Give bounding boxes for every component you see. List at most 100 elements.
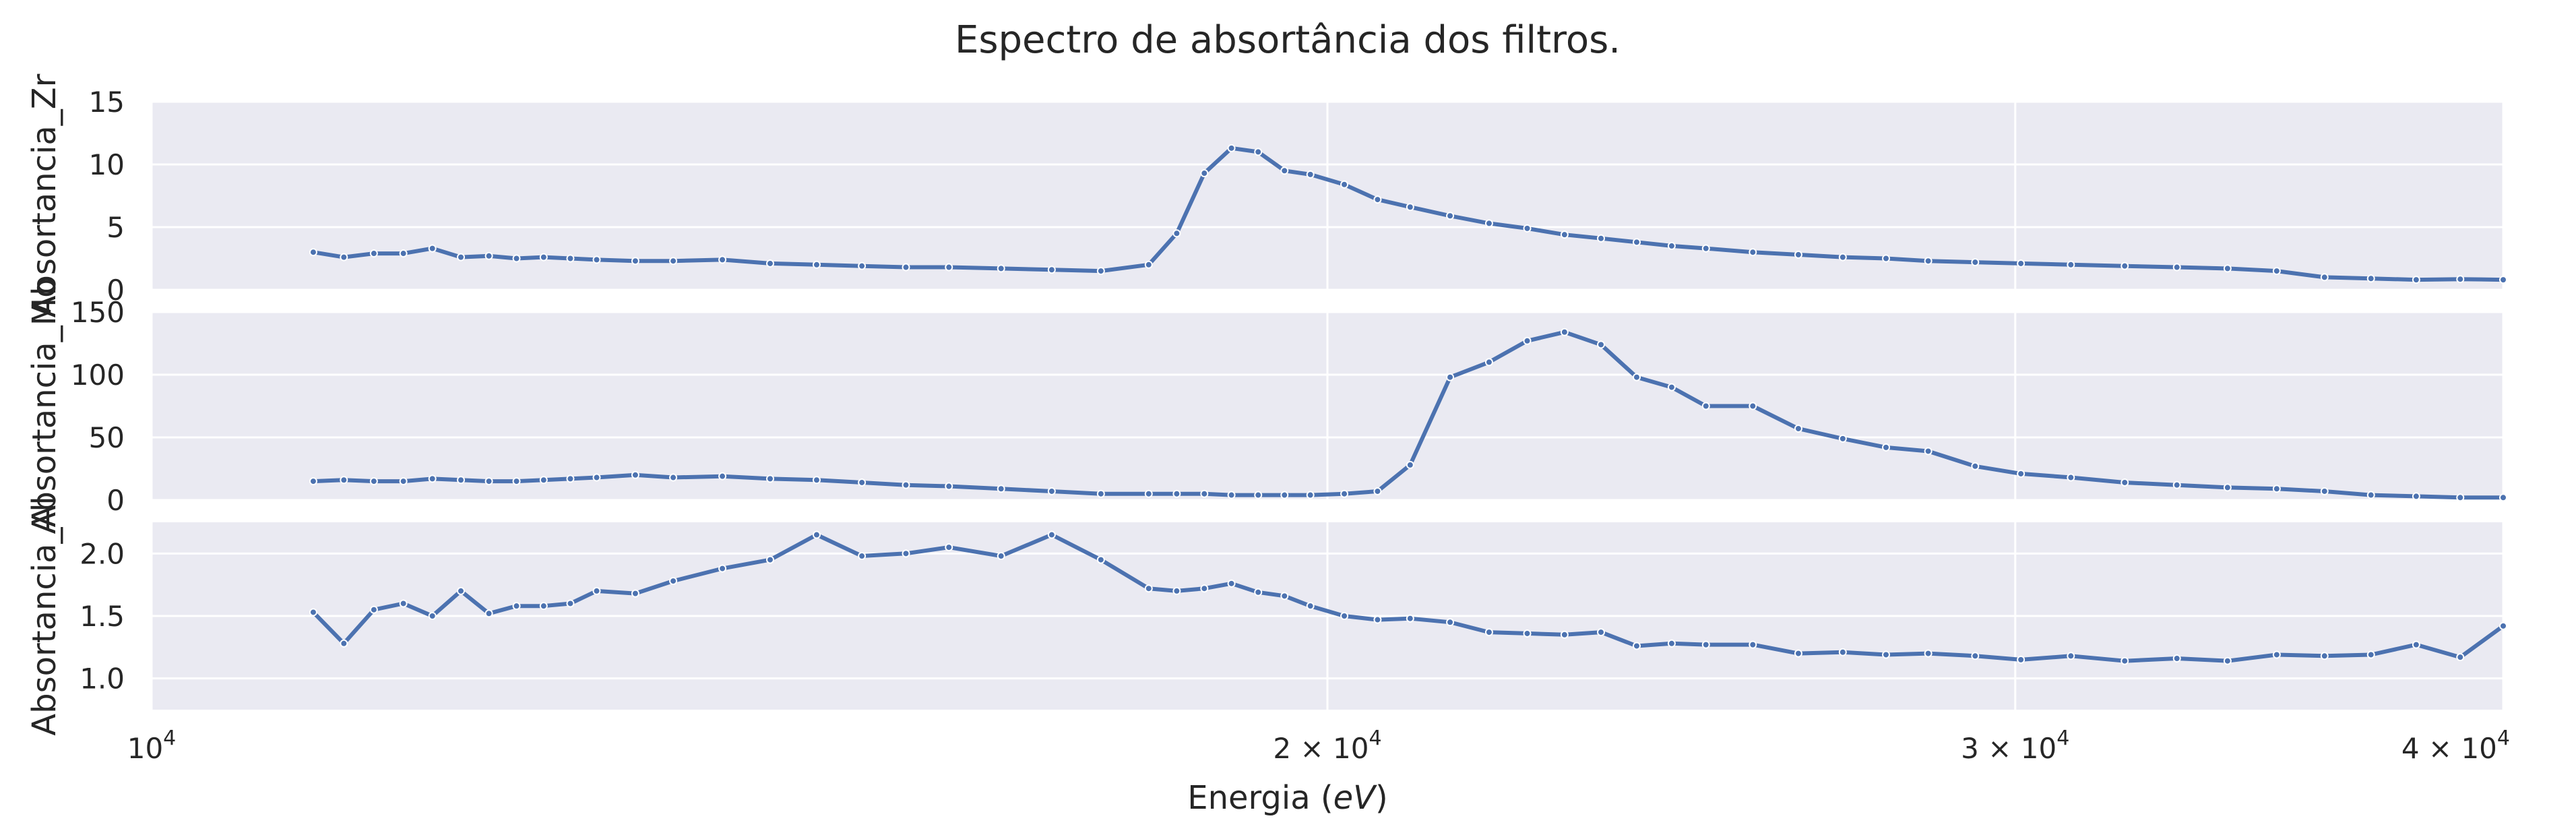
data-point: [1227, 144, 1236, 152]
data-point: [997, 552, 1005, 561]
data-point: [1632, 373, 1641, 381]
x-axis: 104 2 × 104 3 × 104 4 × 104: [127, 726, 2510, 765]
y-tick-label: 50: [89, 421, 125, 454]
data-point: [997, 264, 1005, 273]
x-tick-exponent: 4: [163, 726, 176, 750]
data-point: [309, 477, 317, 486]
data-point: [2320, 652, 2329, 660]
data-point: [765, 474, 774, 483]
y-tick-label: 5: [106, 211, 125, 244]
data-point: [1882, 443, 1891, 452]
data-point: [1924, 447, 1933, 456]
x-axis-label-prefix: Energia (: [1187, 779, 1333, 817]
x-tick-exponent: 4: [1369, 726, 1381, 750]
data-point: [428, 244, 437, 253]
data-point: [1701, 244, 1710, 253]
data-point: [2272, 650, 2281, 659]
data-point: [512, 477, 521, 486]
data-point: [718, 255, 727, 264]
data-point: [566, 599, 575, 608]
data-point: [1406, 614, 1414, 623]
data-point: [428, 474, 437, 483]
data-point: [399, 599, 408, 608]
data-point: [718, 472, 727, 481]
data-point: [997, 485, 1005, 493]
data-point: [1340, 180, 1349, 189]
x-tick-base: 10: [127, 732, 163, 765]
data-point: [484, 609, 493, 618]
data-point: [1667, 383, 1676, 392]
data-point: [2456, 275, 2465, 284]
data-point: [1838, 253, 1847, 261]
data-point: [2320, 487, 2329, 495]
data-point: [2121, 261, 2129, 270]
data-point: [2017, 655, 2025, 664]
data-point: [1882, 650, 1891, 659]
y-tick-label: 0: [106, 484, 125, 517]
data-point: [1596, 234, 1605, 243]
data-point: [566, 254, 575, 263]
data-point: [1280, 592, 1289, 600]
data-point: [1047, 530, 1056, 539]
data-point: [1838, 648, 1847, 656]
data-point: [369, 605, 378, 614]
x-tick-exponent: 4: [2056, 726, 2069, 750]
data-point: [1200, 489, 1209, 498]
data-point: [1794, 250, 1802, 259]
data-point: [2499, 276, 2507, 284]
data-point: [1560, 630, 1569, 639]
data-point: [1596, 340, 1605, 349]
data-point: [1096, 489, 1105, 498]
data-point: [1924, 257, 1933, 266]
data-point: [1254, 491, 1263, 499]
data-point: [456, 253, 465, 261]
data-point: [718, 564, 727, 573]
y-tick-label: 1.0: [80, 662, 125, 695]
data-point: [631, 257, 639, 266]
data-point: [1484, 628, 1493, 637]
y-tick-label: 1.5: [80, 600, 125, 633]
data-point: [399, 477, 408, 486]
data-point: [369, 249, 378, 258]
chart-title: Espectro de absortância dos filtros.: [955, 18, 1621, 62]
data-point: [1838, 434, 1847, 443]
data-point: [2320, 273, 2329, 282]
data-point: [1971, 652, 1980, 660]
data-point: [1701, 402, 1710, 410]
data-point: [1096, 267, 1105, 276]
data-point: [1144, 489, 1153, 498]
x-tick-exponent: 4: [2497, 726, 2510, 750]
data-point: [1373, 487, 1382, 495]
data-point: [2272, 267, 2281, 276]
data-point: [2121, 478, 2129, 487]
data-point: [2456, 653, 2465, 662]
data-point: [1484, 358, 1493, 367]
data-point: [1306, 602, 1315, 611]
data-point: [512, 254, 521, 263]
data-point: [1254, 588, 1263, 596]
data-point: [592, 473, 601, 482]
data-point: [1306, 491, 1315, 499]
y-axis-label: Absortancia_Zr: [26, 73, 63, 317]
data-point: [631, 589, 639, 598]
data-point: [2067, 473, 2075, 482]
data-point: [1254, 148, 1263, 156]
data-point: [945, 263, 953, 272]
data-point: [902, 549, 910, 558]
y-tick-label: 15: [89, 86, 125, 119]
y-tick-label: 150: [71, 296, 125, 329]
data-point: [456, 586, 465, 595]
data-point: [1971, 258, 1980, 267]
data-point: [539, 253, 548, 261]
data-point: [2067, 260, 2075, 269]
data-point: [399, 249, 408, 258]
data-point: [1096, 555, 1105, 564]
data-point: [1596, 628, 1605, 637]
data-point: [858, 261, 867, 270]
data-point: [1227, 579, 1236, 588]
data-point: [765, 555, 774, 564]
x-tick-label: 4 × 104: [2401, 726, 2510, 765]
data-point: [945, 543, 953, 552]
data-point: [945, 482, 953, 491]
